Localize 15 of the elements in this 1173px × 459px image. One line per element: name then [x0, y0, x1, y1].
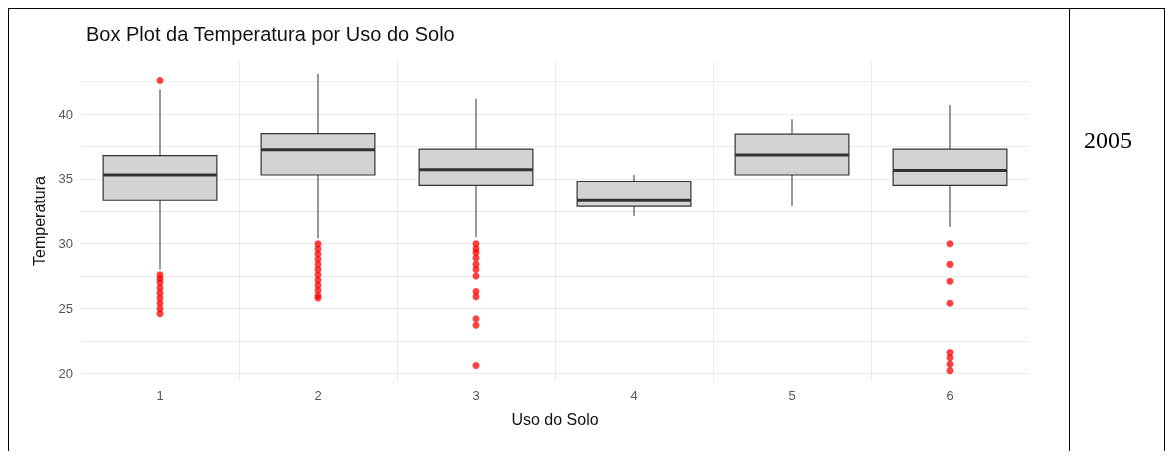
text: 2005: [1084, 127, 1132, 154]
y-tick-label: 25: [58, 300, 73, 316]
x-tick-label: 2: [314, 388, 322, 403]
x-tick-label: 5: [788, 388, 796, 403]
y-tick-label: 30: [58, 236, 73, 252]
y-tick-label: 20: [58, 365, 73, 381]
chart-title: Box Plot da Temperatura por Uso do Solo: [86, 23, 455, 45]
y-axis-title: Temperatura: [31, 175, 49, 266]
x-tick-label: 6: [946, 388, 954, 403]
x-tick-label: 1: [156, 388, 164, 403]
x-axis-title: Uso do Solo: [511, 410, 599, 428]
x-tick-label: 3: [472, 388, 480, 403]
x-tick-label: 4: [630, 388, 638, 403]
y-tick-label: 35: [58, 171, 73, 187]
y-tick-label: 40: [58, 106, 73, 122]
